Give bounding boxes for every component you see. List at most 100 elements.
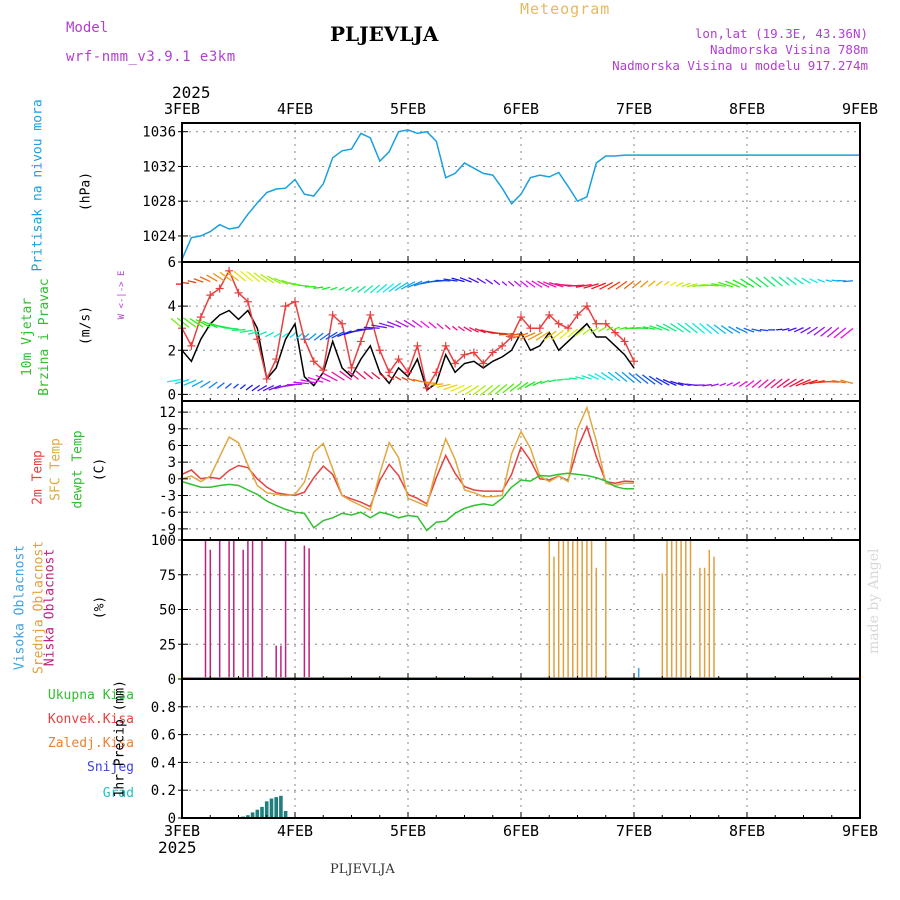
- wind-direction-arrow: [770, 378, 783, 389]
- wind-direction-arrow: [347, 370, 359, 380]
- temperature-y-tick-label: -6: [159, 505, 176, 521]
- cloud-y-tick-label: 75: [159, 568, 176, 584]
- wind-direction-arrow: [472, 384, 487, 396]
- wind-direction-arrow: [776, 378, 790, 389]
- wind-direction-arrow: [524, 381, 536, 389]
- gust-point: [630, 357, 638, 366]
- wind-direction-arrow: [505, 332, 522, 338]
- wind-direction-arrow: [274, 277, 289, 285]
- wind-direction-arrow: [713, 324, 727, 335]
- wind-direction-arrow: [388, 282, 402, 293]
- wind-direction-arrow: [231, 329, 246, 331]
- wind-direction-arrow: [315, 374, 331, 383]
- gust-point: [347, 363, 356, 372]
- wind-direction-arrow: [684, 322, 698, 334]
- wind-direction-arrow: [233, 383, 239, 389]
- wind-direction-arrow: [289, 333, 296, 339]
- x-tick-labels: 3FEB 4FEB 5FEB 6FEB 7FEB 8FEB 9FEB 3FEB …: [164, 100, 878, 840]
- wind-direction-arrow: [809, 278, 818, 284]
- wind-direction-arrow: [800, 326, 811, 334]
- gust-point: [366, 310, 375, 319]
- wind-direction-arrow: [647, 280, 656, 287]
- wind-direction-arrow: [543, 281, 557, 288]
- wind-direction-arrow: [662, 378, 677, 387]
- gust-point: [545, 310, 554, 319]
- wind-direction-arrow: [639, 280, 649, 288]
- gust-point: [262, 374, 271, 383]
- gust-point: [413, 341, 422, 350]
- wind-direction-arrow: [763, 276, 776, 288]
- wind-direction-arrow: [191, 380, 204, 388]
- wind-direction-arrow: [691, 322, 706, 334]
- wind-direction-arrow: [655, 324, 670, 332]
- precip-bar: [279, 795, 283, 818]
- wind-direction-arrow: [569, 377, 578, 380]
- wind-direction-arrow: [216, 382, 225, 389]
- gust-point: [582, 302, 591, 311]
- x-tick-bot-1: 4FEB: [277, 822, 313, 840]
- gust-point: [281, 302, 290, 311]
- wind-direction-arrow: [817, 278, 825, 283]
- wind-direction-arrow: [325, 331, 338, 340]
- data-layer: [166, 129, 860, 818]
- wind-direction-arrow: [430, 383, 444, 386]
- wind-direction-arrow: [403, 319, 416, 328]
- gust-point: [517, 313, 525, 322]
- wind-direction-arrow: [300, 379, 317, 384]
- wind-direction-arrow: [535, 331, 550, 341]
- wind-direction-arrow: [710, 383, 719, 387]
- gust-point: [573, 310, 582, 319]
- wind-direction-arrow: [273, 332, 282, 338]
- wind-direction-arrow: [711, 283, 726, 288]
- wind-direction-arrow: [675, 281, 684, 287]
- wind-direction-arrow: [485, 278, 494, 285]
- wind-direction-arrow: [330, 286, 338, 291]
- wind-direction-arrow: [635, 373, 649, 385]
- wind-direction-arrow: [519, 280, 529, 288]
- wind-direction-arrow: [540, 379, 550, 385]
- wind-direction-arrow: [735, 326, 748, 334]
- wind-direction-arrow: [582, 327, 593, 336]
- gust-point: [309, 357, 318, 366]
- wind-direction-arrow: [833, 327, 847, 339]
- x-tick-top-0: 3FEB: [164, 100, 200, 118]
- gust-point: [215, 284, 224, 293]
- wind-direction-arrow: [615, 280, 628, 290]
- wind-direction-arrow: [371, 324, 387, 329]
- wind-direction-arrow: [307, 376, 324, 383]
- gust-point: [196, 313, 205, 322]
- wind-direction-arrow: [738, 380, 748, 388]
- wind-direction-arrow: [407, 280, 423, 289]
- pressure-series-0-line: [181, 129, 860, 260]
- temperature-y-tick-label: 6: [168, 438, 176, 454]
- wind-direction-arrow: [732, 279, 748, 288]
- wind-direction-arrow: [751, 379, 762, 389]
- wind-direction-arrow: [642, 326, 656, 330]
- wind-direction-arrow: [468, 277, 479, 284]
- wind-direction-arrow: [699, 323, 713, 335]
- wind-direction-arrow: [246, 271, 261, 283]
- wind-direction-arrow: [313, 286, 324, 290]
- wind-direction-arrow: [532, 380, 543, 387]
- wind-direction-arrow: [599, 281, 614, 290]
- wind-direction-arrow: [718, 281, 734, 288]
- wind-direction-arrow: [183, 379, 197, 386]
- wind-direction-arrow: [296, 284, 310, 287]
- wind-direction-arrow: [801, 277, 811, 284]
- pressure-y-tick-label: 1024: [142, 229, 176, 245]
- wind-direction-arrow: [781, 327, 790, 331]
- wind-direction-arrow: [543, 330, 557, 341]
- gust-point: [385, 368, 394, 377]
- wind-direction-arrow: [649, 325, 663, 331]
- x-tick-top-6: 9FEB: [842, 100, 878, 118]
- x-tick-bot-4: 7FEB: [616, 822, 652, 840]
- wind-direction-arrow: [820, 326, 833, 337]
- precip-bar: [264, 801, 269, 818]
- wind-direction-arrow: [247, 330, 260, 335]
- wind-direction-arrow: [840, 327, 854, 339]
- wind-direction-arrow: [704, 284, 719, 287]
- wind-direction-arrow: [394, 376, 402, 381]
- temperature-series-1-line: [181, 405, 634, 512]
- wind-direction-arrow: [556, 378, 564, 381]
- gust-point: [460, 350, 469, 359]
